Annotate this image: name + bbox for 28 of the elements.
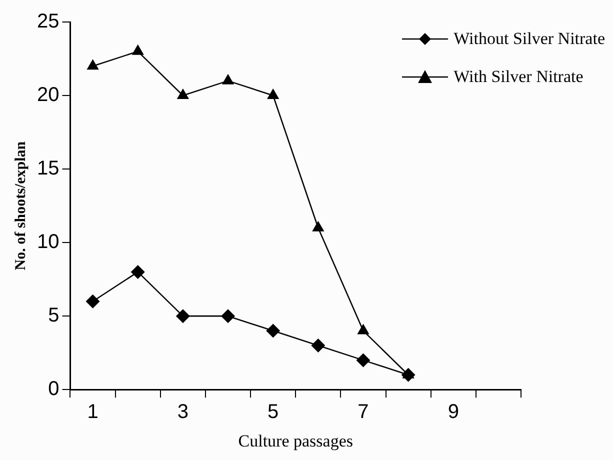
- point: [176, 88, 189, 100]
- x-tick-label: 3: [177, 401, 188, 424]
- y-tick-label: 15: [36, 158, 60, 180]
- legend-label: With Silver Nitrate: [454, 67, 584, 87]
- y-tick-label: 10: [36, 231, 60, 254]
- y-tick-label: 25: [36, 10, 60, 33]
- x-tick-label: 1: [87, 401, 98, 424]
- y-tick-label: 20: [36, 84, 60, 106]
- y-tick-label: 0: [48, 378, 60, 400]
- y-axis-title: No. of shoots/explan: [12, 140, 29, 270]
- point: [132, 44, 144, 55]
- x-tick-label: 7: [358, 401, 369, 424]
- x-tick-label: 9: [448, 401, 459, 424]
- point: [312, 220, 324, 232]
- y-tick-label: 5: [48, 304, 60, 327]
- point: [176, 309, 190, 324]
- point: [130, 264, 145, 279]
- x-axis-title: Culture passages: [238, 431, 353, 450]
- point: [267, 88, 280, 100]
- point: [356, 353, 370, 368]
- point: [222, 74, 234, 84]
- point: [266, 324, 280, 338]
- point: [86, 59, 99, 70]
- point: [221, 309, 236, 324]
- point: [86, 294, 100, 308]
- x-tick-label: 5: [268, 401, 279, 424]
- legend-label: Without Silver Nitrate: [454, 29, 605, 49]
- point: [311, 338, 326, 352]
